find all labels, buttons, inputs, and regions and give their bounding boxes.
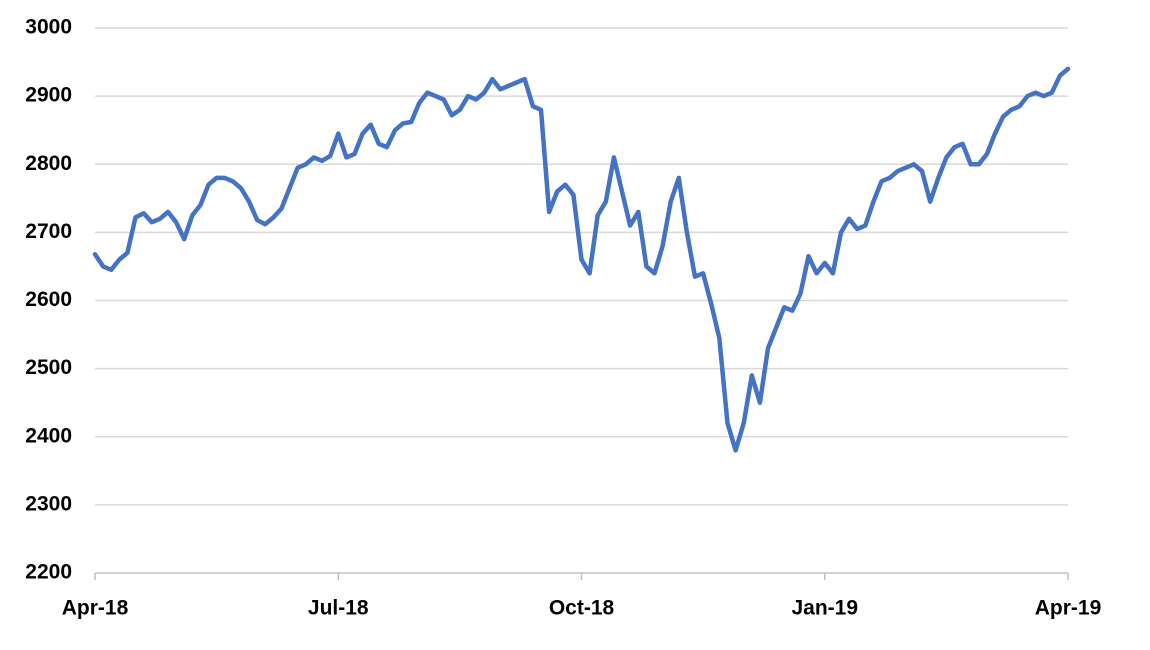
y-tick-label: 3000 [25, 16, 72, 39]
x-tick-label: Apr-19 [1035, 597, 1102, 620]
y-tick-label: 2700 [25, 220, 72, 243]
y-tick-label: 2200 [25, 561, 72, 584]
y-tick-label: 2900 [25, 84, 72, 107]
line [92, 66, 1071, 453]
x-tick-label: Apr-18 [62, 597, 129, 620]
y-tick-label: 2400 [25, 424, 72, 447]
y-tick-label: 2600 [25, 288, 72, 311]
x-tick-label: Jan-19 [791, 597, 858, 620]
y-tick-label: 2800 [25, 152, 72, 175]
y-tick-label: 2500 [25, 356, 72, 379]
y-tick-label: 2300 [25, 492, 72, 515]
x-tick-label: Oct-18 [549, 597, 615, 620]
x-tick-label: Jul-18 [308, 597, 369, 620]
